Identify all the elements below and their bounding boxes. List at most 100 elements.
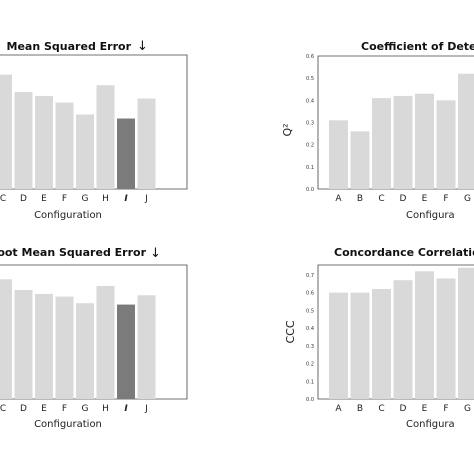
- ccc-bar-a: [329, 292, 348, 399]
- mse-bar-h: [96, 85, 115, 189]
- q2-bars: [329, 73, 474, 189]
- rmse-x-tick-j: J: [144, 404, 148, 414]
- mse-x-tick-labels: C D E F G H I J: [0, 194, 148, 204]
- q2-x-axis-label: Configura: [406, 210, 455, 221]
- ccc-x-tick-d: D: [400, 404, 407, 414]
- q2-y-tick-2: 0.2: [306, 143, 314, 149]
- mse-x-tick-e: E: [41, 194, 47, 204]
- mse-x-tick-c: C: [0, 194, 6, 204]
- mse-bar-f: [55, 102, 74, 189]
- rmse-bar-d: [14, 289, 33, 399]
- rmse-x-axis-label: Configuration: [34, 419, 102, 430]
- ccc-y-tick-0: 0.0: [306, 397, 314, 403]
- q2-y-tick-0: 0.0: [306, 187, 314, 193]
- ccc-bar-f: [436, 278, 456, 399]
- mse-x-tick-g: G: [82, 194, 89, 204]
- mse-x-tick-h: H: [102, 194, 109, 204]
- q2-x-tick-f: F: [443, 194, 448, 204]
- ccc-x-tick-a: A: [335, 404, 342, 414]
- rmse-bar-f: [55, 296, 74, 399]
- mse-x-tick-i: I: [124, 194, 128, 204]
- ccc-bar-g: [458, 267, 474, 399]
- rmse-x-tick-labels: C D E F G H I J: [0, 404, 148, 414]
- ccc-bar-b: [350, 292, 370, 399]
- ccc-y-tick-3: 0.3: [306, 344, 314, 350]
- q2-bar-e: [415, 93, 434, 189]
- rmse-bar-j: [137, 295, 156, 399]
- rmse-bar-h: [96, 285, 115, 399]
- mse-direction-arrow-icon: ↓: [137, 39, 148, 54]
- q2-bar-f: [436, 100, 456, 189]
- rmse-x-tick-e: E: [41, 404, 47, 414]
- rmse-x-tick-f: F: [62, 404, 67, 414]
- q2-y-tick-3: 0.3: [306, 121, 314, 127]
- q2-x-tick-labels: A B C D E F G: [335, 194, 471, 204]
- ccc-x-tick-labels: A B C D E F G: [335, 404, 471, 414]
- q2-x-tick-b: B: [357, 194, 363, 204]
- rmse-x-tick-c: C: [0, 404, 6, 414]
- q2-y-tick-1: 0.1: [306, 165, 314, 171]
- q2-y-axis-label: Q²: [281, 123, 294, 136]
- rmse-title: Root Mean Squared Error: [0, 246, 147, 259]
- mse-bar-d: [14, 91, 33, 189]
- ccc-y-tick-5: 0.5: [306, 308, 314, 314]
- q2-x-tick-g: G: [464, 194, 471, 204]
- q2-y-tick-6: 0.6: [306, 54, 314, 60]
- rmse-x-tick-d: D: [20, 404, 27, 414]
- mse-x-tick-f: F: [62, 194, 67, 204]
- rmse-x-tick-g: G: [82, 404, 89, 414]
- rmse-chart: Root Mean Squared Error ↓ C D E F G H I J Confi…: [0, 246, 188, 430]
- mse-bars: [0, 74, 156, 189]
- q2-bar-d: [393, 95, 413, 189]
- mse-bar-g: [76, 114, 94, 189]
- q2-x-tick-e: E: [422, 194, 428, 204]
- ccc-bar-d: [393, 280, 413, 399]
- q2-y-tick-4: 0.4: [306, 98, 314, 104]
- rmse-bar-i: [117, 304, 135, 399]
- rmse-bar-e: [35, 293, 53, 399]
- mse-bar-i: [117, 118, 135, 189]
- rmse-x-tick-h: H: [102, 404, 109, 414]
- mse-bar-j: [137, 98, 156, 189]
- q2-x-tick-d: D: [400, 194, 407, 204]
- mse-title: Mean Squared Error: [7, 40, 132, 53]
- ccc-y-tick-labels: 0.0 0.1 0.2 0.3 0.4 0.5 0.6 0.7: [306, 273, 314, 403]
- mse-x-tick-d: D: [20, 194, 27, 204]
- ccc-bar-c: [372, 289, 391, 399]
- ccc-title: Concordance Correlation: [334, 246, 474, 259]
- mse-x-tick-j: J: [144, 194, 148, 204]
- ccc-y-tick-7: 0.7: [306, 273, 314, 279]
- rmse-bar-c: [0, 279, 12, 399]
- ccc-y-tick-1: 0.1: [306, 379, 314, 385]
- ccc-bars: [329, 267, 474, 399]
- ccc-bar-e: [415, 271, 434, 399]
- q2-x-tick-a: A: [335, 194, 342, 204]
- mse-chart: Mean Squared Error ↓ C D E F G H I J Configurat…: [0, 39, 188, 221]
- ccc-x-tick-f: F: [443, 404, 448, 414]
- rmse-direction-arrow-icon: ↓: [150, 246, 161, 261]
- q2-y-tick-labels: 0.0 0.1 0.2 0.3 0.4 0.5 0.6: [306, 54, 314, 193]
- ccc-x-axis-label: Configura: [406, 419, 455, 430]
- q2-title: Coefficient of Deter: [361, 40, 474, 53]
- q2-chart: Coefficient of Deter 0.00.10.20.30.40.50…: [281, 40, 474, 221]
- rmse-bars: [0, 279, 156, 399]
- q2-bar-b: [350, 131, 370, 189]
- rmse-bar-g: [76, 303, 94, 399]
- ccc-x-tick-e: E: [422, 404, 428, 414]
- q2-bar-a: [329, 120, 348, 189]
- ccc-x-tick-g: G: [464, 404, 471, 414]
- ccc-y-axis-label: CCC: [284, 320, 297, 343]
- q2-x-tick-c: C: [378, 194, 384, 204]
- mse-bar-c: [0, 74, 12, 189]
- ccc-x-tick-b: B: [357, 404, 363, 414]
- ccc-y-tick-6: 0.6: [306, 291, 314, 297]
- mse-bar-e: [35, 95, 53, 189]
- ccc-y-tick-4: 0.4: [306, 326, 314, 332]
- ccc-chart: Concordance Correlation 0.00.10.20.30.40…: [284, 246, 474, 430]
- rmse-x-tick-i: I: [124, 404, 128, 414]
- mse-x-axis-label: Configuration: [34, 210, 102, 221]
- q2-y-tick-5: 0.5: [306, 76, 314, 82]
- q2-bar-c: [372, 98, 391, 189]
- ccc-y-tick-2: 0.2: [306, 362, 314, 368]
